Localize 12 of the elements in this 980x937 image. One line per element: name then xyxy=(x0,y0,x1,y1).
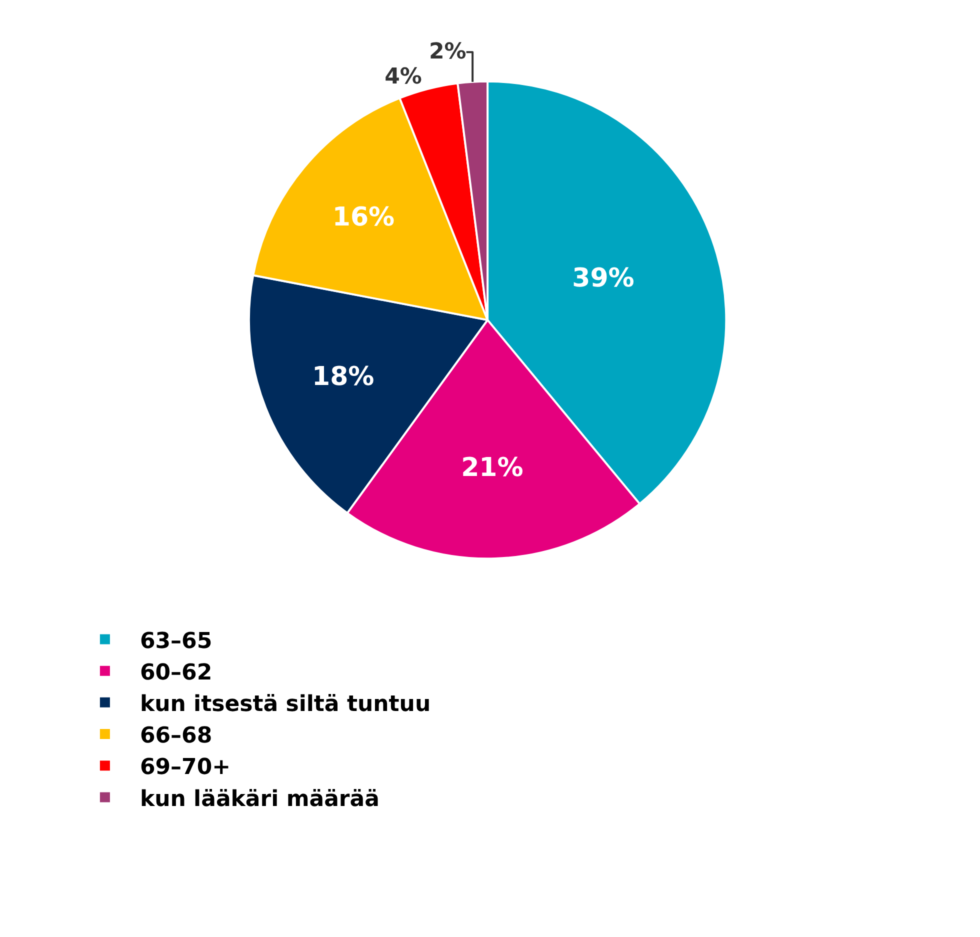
data-label: 4% xyxy=(384,64,422,90)
legend-label: 66–68 xyxy=(140,724,212,749)
data-label: 16% xyxy=(332,202,395,232)
legend-label: 69–70+ xyxy=(140,755,231,780)
legend-label: 63–65 xyxy=(140,628,212,654)
data-label: 39% xyxy=(572,263,634,294)
data-label: 21% xyxy=(461,452,524,483)
data-label: 18% xyxy=(312,362,374,392)
legend-label: kun itsestä siltä tuntuu xyxy=(140,692,431,717)
data-label: 2% xyxy=(428,40,466,65)
legend-label: kun lääkäri määrää xyxy=(140,786,380,812)
legend-label: 60–62 xyxy=(140,660,212,686)
